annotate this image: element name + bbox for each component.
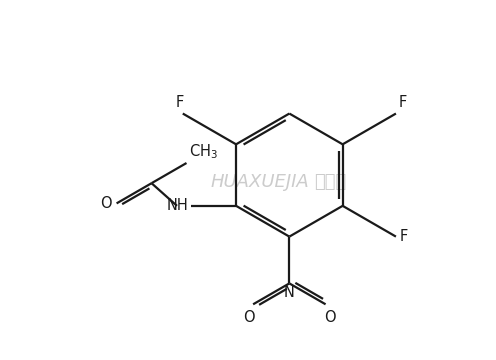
- Text: N: N: [284, 285, 295, 300]
- Text: F: F: [175, 95, 184, 109]
- Text: CH$_3$: CH$_3$: [189, 142, 218, 161]
- Text: O: O: [324, 310, 335, 325]
- Text: O: O: [100, 196, 112, 211]
- Text: 化学加: 化学加: [314, 174, 346, 192]
- Text: O: O: [244, 310, 255, 325]
- Text: HUAXUEJIA: HUAXUEJIA: [211, 174, 310, 192]
- Text: NH: NH: [167, 198, 188, 213]
- Text: F: F: [398, 95, 407, 109]
- Text: F: F: [400, 229, 408, 244]
